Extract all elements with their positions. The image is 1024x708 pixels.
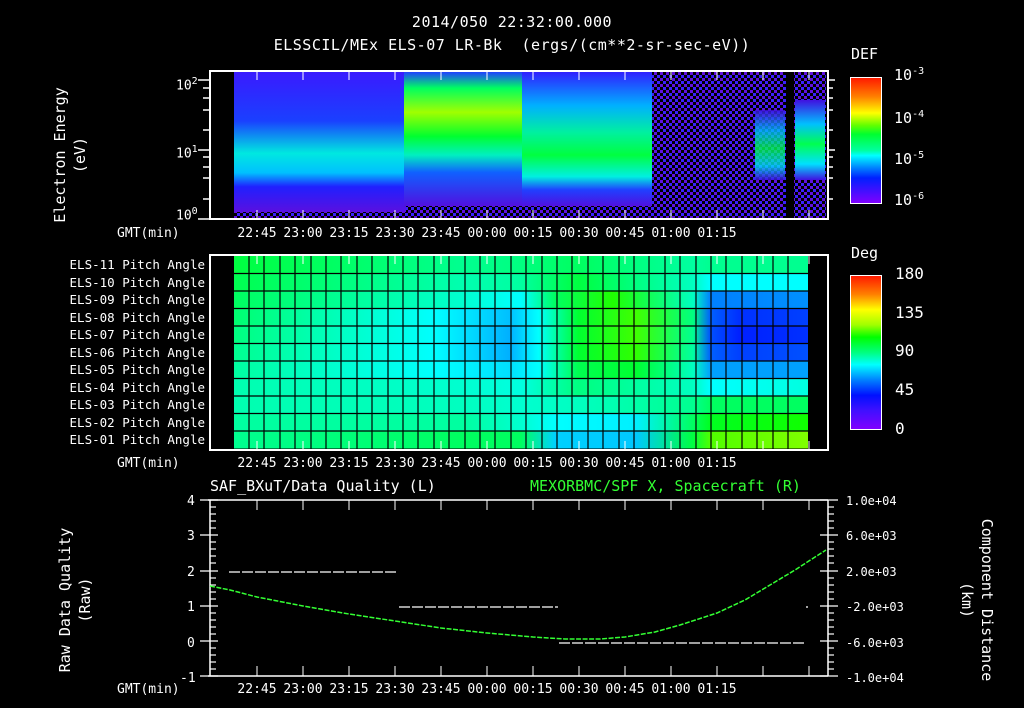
deg-colorbar-tick: 0 xyxy=(895,419,905,438)
time-tick: 22:45 xyxy=(237,456,277,471)
energy-ytick: 102 xyxy=(176,76,198,94)
time-tick: 01:15 xyxy=(697,456,737,471)
row-label: ELS-09 Pitch Angle xyxy=(69,292,205,307)
deg-colorbar-title: Deg xyxy=(851,244,879,262)
quality-ylabel: Raw Data Quality (Raw) xyxy=(55,515,95,685)
time-tick: 00:15 xyxy=(513,682,553,697)
distance-ylabel: Component Distance (km) xyxy=(957,505,997,695)
row-label: ELS-01 Pitch Angle xyxy=(69,432,205,447)
energy-spectrogram-panel: Electron Energy (eV) 102 101 100 xyxy=(0,0,1024,241)
row-label: ELS-08 Pitch Angle xyxy=(69,309,205,325)
deg-colorbar-tick: 135 xyxy=(895,303,924,322)
time-tick: 22:45 xyxy=(237,226,277,241)
time-axis-label: GMT(min) xyxy=(117,456,180,471)
time-axis-label: GMT(min) xyxy=(117,682,180,697)
row-label: ELS-04 Pitch Angle xyxy=(69,379,205,395)
time-tick: 23:00 xyxy=(283,682,323,697)
row-label: ELS-07 Pitch Angle xyxy=(69,327,205,342)
quality-ytick: 2 xyxy=(187,565,195,580)
time-tick: 00:15 xyxy=(513,456,553,471)
def-colorbar-tick: 10-6 xyxy=(894,191,925,209)
time-tick: 23:15 xyxy=(329,682,369,697)
time-tick: 00:15 xyxy=(513,226,553,241)
row-label: ELS-05 Pitch Angle xyxy=(69,362,205,377)
time-tick: 00:30 xyxy=(559,226,599,241)
def-colorbar-tick: 10-5 xyxy=(894,150,925,168)
time-tick: 23:45 xyxy=(421,456,461,471)
time-tick: 23:30 xyxy=(375,456,415,471)
def-colorbar-title: DEF xyxy=(851,45,879,63)
deg-colorbar-tick: 45 xyxy=(895,380,915,399)
time-tick: 00:00 xyxy=(467,682,507,697)
quality-ylabel-line1: Raw Data Quality xyxy=(56,527,74,673)
spacecraft-x-series xyxy=(209,549,827,640)
time-tick: 01:15 xyxy=(697,682,737,697)
def-colorbar-tick: 10-3 xyxy=(894,66,925,84)
data-quality-series xyxy=(229,571,808,644)
energy-spectrogram xyxy=(198,70,835,220)
time-tick: 23:00 xyxy=(283,226,323,241)
row-label: ELS-02 Pitch Angle xyxy=(69,414,205,430)
row-label: ELS-10 Pitch Angle xyxy=(69,274,205,290)
time-tick: 00:45 xyxy=(605,456,645,471)
time-tick: 23:30 xyxy=(375,682,415,697)
row-label: ELS-03 Pitch Angle xyxy=(69,397,205,412)
quality-ytick: 3 xyxy=(187,529,195,544)
time-tick: 23:00 xyxy=(283,456,323,471)
time-tick: 01:00 xyxy=(651,226,691,241)
time-tick: 00:45 xyxy=(605,226,645,241)
time-tick: 01:00 xyxy=(651,682,691,697)
time-tick: 23:45 xyxy=(421,682,461,697)
time-tick: 00:30 xyxy=(559,682,599,697)
distance-ytick: -2.0e+03 xyxy=(846,600,904,614)
deg-colorbar-tick: 180 xyxy=(895,264,924,283)
time-tick: 00:45 xyxy=(605,682,645,697)
left-series-title: SAF_BXuT/Data Quality (L) xyxy=(210,477,436,495)
row-label: ELS-06 Pitch Angle xyxy=(69,344,205,360)
deg-colorbar-tick: 90 xyxy=(895,341,915,360)
right-series-title: MEXORBMC/SPF X, Spacecraft (R) xyxy=(530,477,801,495)
def-colorbar xyxy=(850,77,882,204)
distance-ytick: -6.0e+03 xyxy=(846,636,904,650)
distance-ylabel-line1: Component Distance xyxy=(978,518,996,682)
quality-ytick: -1 xyxy=(180,671,196,686)
plot-title: ELSSCIL/MEx ELS-07 LR-Bk (ergs/(cm**2-sr… xyxy=(273,36,751,54)
time-tick: 22:45 xyxy=(237,682,277,697)
quality-ytick: 4 xyxy=(187,494,195,509)
energy-ytick: 101 xyxy=(176,144,198,162)
pitch-angle-row-labels: ELS-11 Pitch Angle ELS-10 Pitch Angle EL… xyxy=(0,256,205,448)
deg-colorbar xyxy=(850,275,882,430)
time-tick: 23:30 xyxy=(375,226,415,241)
plot-timestamp: 2014/050 22:32:00.000 xyxy=(411,13,613,31)
distance-ytick: 1.0e+04 xyxy=(846,494,897,508)
time-tick: 00:00 xyxy=(467,226,507,241)
distance-ytick: -1.0e+04 xyxy=(846,671,904,685)
distance-ylabel-line2: (km) xyxy=(958,581,976,619)
time-tick: 00:00 xyxy=(467,456,507,471)
quality-ytick: 1 xyxy=(187,600,195,615)
time-tick: 00:30 xyxy=(559,456,599,471)
time-tick: 01:15 xyxy=(697,226,737,241)
time-tick: 01:00 xyxy=(651,456,691,471)
row-label: ELS-11 Pitch Angle xyxy=(69,257,205,272)
time-tick: 23:15 xyxy=(329,226,369,241)
distance-ytick: 6.0e+03 xyxy=(846,529,897,543)
time-tick: 23:15 xyxy=(329,456,369,471)
quality-ytick: 0 xyxy=(187,636,195,651)
time-axis-label: GMT(min) xyxy=(117,226,180,241)
def-colorbar-tick: 10-4 xyxy=(894,109,925,127)
distance-ytick: 2.0e+03 xyxy=(846,565,897,579)
time-tick: 23:45 xyxy=(421,226,461,241)
quality-ylabel-line2: (Raw) xyxy=(76,577,94,623)
energy-ytick: 100 xyxy=(176,206,198,224)
